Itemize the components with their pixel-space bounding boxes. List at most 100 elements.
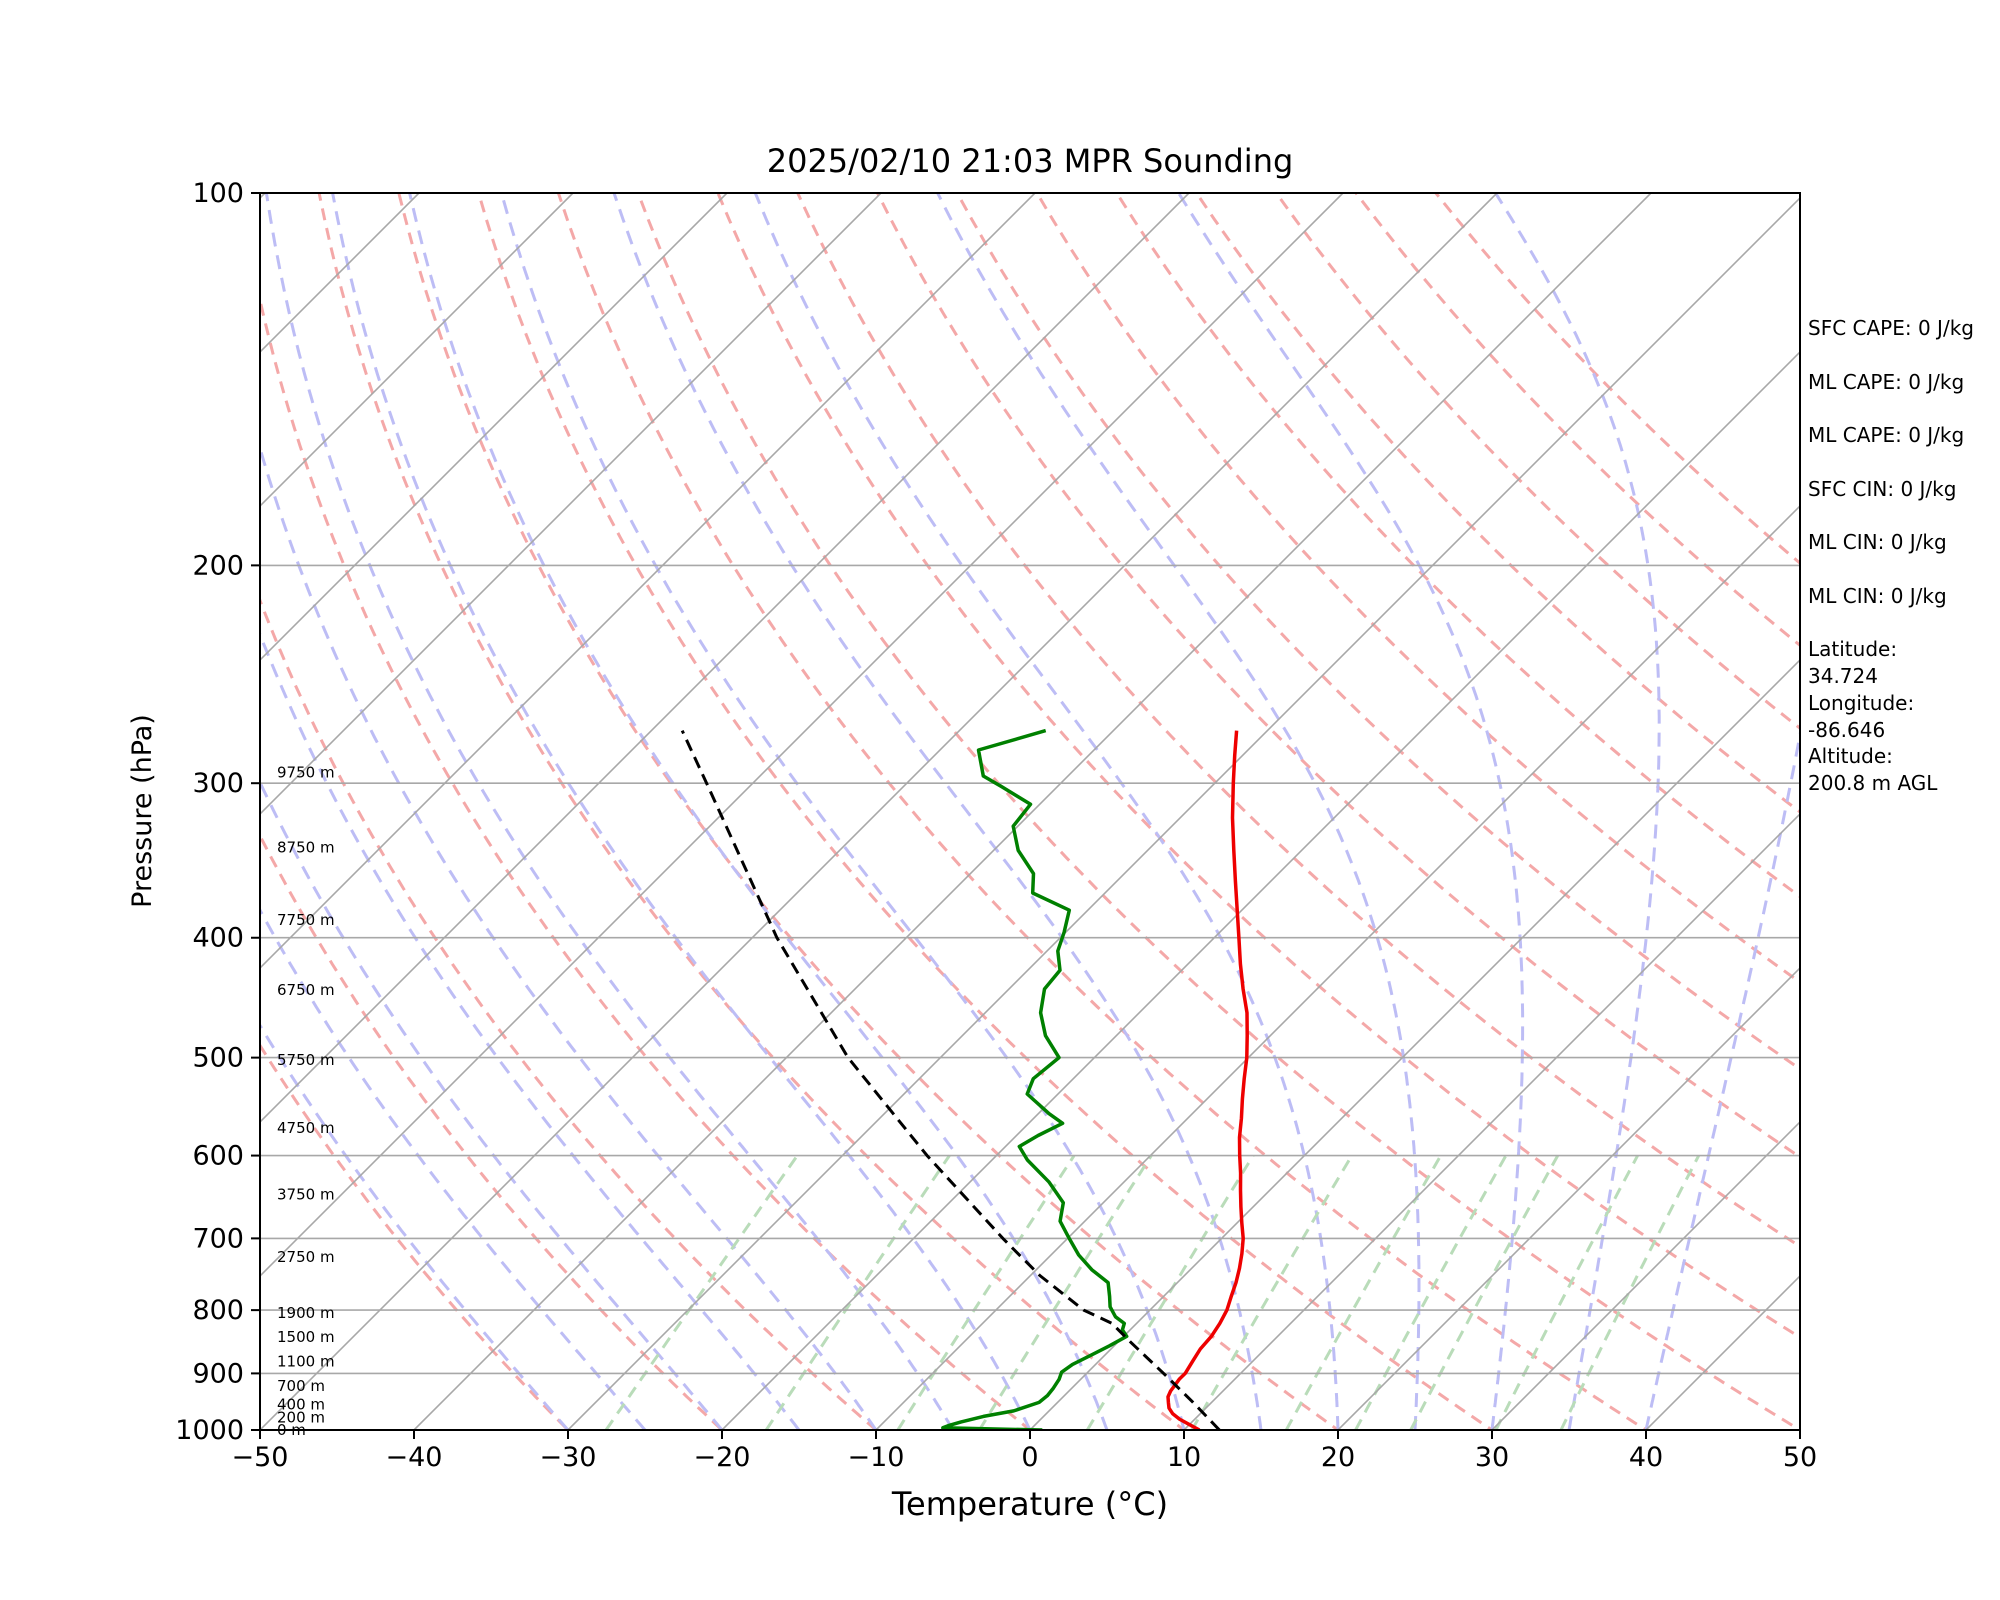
isotherm xyxy=(260,193,882,816)
dry-adiabat xyxy=(260,832,725,1430)
mixing-ratio-line xyxy=(1284,1154,1443,1430)
mixing-ratio-line xyxy=(1086,1154,1255,1430)
stat-label: ML CIN: xyxy=(1808,530,1891,554)
x-tick-label: −10 xyxy=(848,1442,905,1473)
dry-adiabat xyxy=(556,193,1649,1430)
dry-adiabat xyxy=(477,193,1495,1430)
x-axis-title: Temperature (°C) xyxy=(891,1485,1168,1523)
isotherm xyxy=(260,193,1498,1430)
stat-line: Latitude: 34.724 xyxy=(1808,636,1998,690)
isotherm xyxy=(260,193,1036,970)
x-tick-label: 40 xyxy=(1629,1442,1663,1473)
dry-adiabat xyxy=(260,293,1033,1430)
y-tick-label: 400 xyxy=(192,923,244,954)
dry-adiabat xyxy=(317,193,1187,1430)
height-label: 1100 m xyxy=(277,1352,335,1370)
isotherm xyxy=(1491,1120,1800,1430)
x-tick-label: −40 xyxy=(386,1442,443,1473)
pressure-gridlines xyxy=(260,193,1800,1430)
height-label: 9750 m xyxy=(277,763,335,781)
stat-value: 34.724 xyxy=(1808,664,1878,688)
sounding-profiles xyxy=(680,728,1249,1430)
dewpoint-line xyxy=(941,728,1129,1430)
y-axis-ticks: 1000 900 800 700 600 500 400 300 200 100 xyxy=(175,178,260,1446)
y-tick-label: 1000 xyxy=(175,1415,244,1446)
y-tick-label: 500 xyxy=(192,1043,244,1074)
isotherm xyxy=(1029,658,1800,1430)
y-tick-label: 100 xyxy=(192,178,244,209)
height-label: 7750 m xyxy=(277,911,335,929)
height-label: 3750 m xyxy=(277,1185,335,1203)
dry-adiabat xyxy=(636,193,1800,1430)
mixing-ratio-line xyxy=(1190,1154,1354,1430)
dry-adiabat xyxy=(397,193,1341,1430)
stat-label: ML CIN: xyxy=(1808,583,1891,608)
height-label: 1900 m xyxy=(277,1304,335,1322)
isotherm xyxy=(1337,966,1800,1430)
chart-title: 2025/02/10 21:03 MPR Sounding xyxy=(766,142,1294,180)
stat-line: SFC CAPE: 0 J/kg xyxy=(1808,315,1998,369)
stat-value: -86.646 xyxy=(1808,717,1886,742)
dry-adiabat xyxy=(955,193,1800,1071)
mixing-ratio-line xyxy=(1494,1154,1639,1430)
moist-adiabat xyxy=(1494,193,1661,1430)
stat-line: Altitude: 200.8 m AGL xyxy=(1808,743,1998,797)
isotherm xyxy=(260,193,574,508)
moist-adiabat xyxy=(264,193,955,1430)
mixing-ratio-line xyxy=(1559,1154,1701,1430)
moist-adiabat xyxy=(260,1022,570,1430)
stat-value: 0 J/kg xyxy=(1917,316,1974,340)
stat-label: ML CAPE: xyxy=(1808,369,1909,394)
temperature-line xyxy=(1166,730,1249,1430)
dry-adiabat xyxy=(1274,193,1800,731)
isotherm xyxy=(0,193,111,1430)
isotherm xyxy=(260,193,1190,1124)
y-tick-label: 600 xyxy=(192,1141,244,1172)
x-axis-ticks: −50 −40 −30 −20 −10 0 10 20 30 40 50 xyxy=(232,1430,1817,1473)
height-label: 5750 m xyxy=(277,1051,335,1069)
dry-adiabat xyxy=(875,193,1800,1159)
moist-adiabat xyxy=(936,193,1421,1430)
moist-adiabat xyxy=(753,193,1340,1430)
stat-label: SFC CIN: xyxy=(1808,476,1901,501)
x-tick-label: −50 xyxy=(232,1442,289,1473)
mixing-ratio-line xyxy=(764,1154,951,1430)
stat-line: ML CIN: 0 J/kg xyxy=(1808,529,1998,583)
stat-value: 0 J/kg xyxy=(1900,476,1957,501)
moist-adiabat xyxy=(612,193,1263,1430)
stat-label: Altitude: xyxy=(1808,744,1893,768)
stat-label: Longitude: xyxy=(1808,690,1915,715)
isotherm xyxy=(875,504,1800,1430)
height-label: 8750 m xyxy=(277,838,335,856)
plot-frame xyxy=(259,192,1801,1431)
stat-line: ML CAPE: 0 J/kg xyxy=(1808,422,1998,476)
x-tick-label: 0 xyxy=(1021,1442,1038,1473)
dry-adiabat xyxy=(260,596,879,1430)
x-tick-label: 50 xyxy=(1783,1442,1817,1473)
x-tick-label: −30 xyxy=(540,1442,597,1473)
stat-line: Longitude: -86.646 xyxy=(1808,690,1998,744)
mixing-ratio-line xyxy=(1409,1154,1560,1430)
moist-adiabat xyxy=(260,907,647,1430)
isotherm xyxy=(1183,812,1800,1430)
stat-value: 0 J/kg xyxy=(1908,423,1965,447)
dry-adiabat xyxy=(716,193,1800,1340)
height-label: 400 m xyxy=(277,1396,325,1414)
dry-adiabat xyxy=(1035,193,1800,985)
stat-value: 0 J/kg xyxy=(1890,530,1947,554)
y-tick-label: 300 xyxy=(192,768,244,799)
stat-line: ML CIN: 0 J/kg xyxy=(1808,583,1998,637)
isotherm xyxy=(413,193,1652,1430)
stat-value: 0 J/kg xyxy=(1908,369,1965,394)
moist-adiabat xyxy=(260,779,724,1430)
height-label: 0 m xyxy=(277,1421,306,1439)
dry-adiabat xyxy=(260,1042,571,1430)
stat-value: 200.8 m AGL xyxy=(1808,771,1938,795)
stat-label: SFC CAPE: xyxy=(1808,316,1918,340)
height-label: 1500 m xyxy=(277,1328,335,1346)
stat-value: 0 J/kg xyxy=(1890,583,1947,608)
moist-adiabat xyxy=(408,193,1109,1430)
dry-adiabat xyxy=(796,193,1800,1249)
